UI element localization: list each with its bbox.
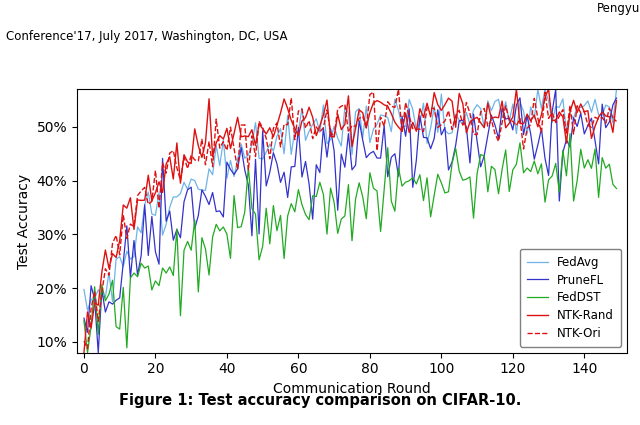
NTK-Ori — [395, 87, 403, 92]
FedAvg — [452, 112, 460, 117]
Text: Conference'17, July 2017, Washington, DC, USA: Conference'17, July 2017, Washington, DC… — [6, 30, 288, 43]
Text: Pengyu: Pengyu — [596, 2, 640, 15]
NTK-Ori — [259, 125, 266, 130]
PruneFL — [362, 155, 370, 160]
Legend: FedAvg, PruneFL, FedDST, NTK-Rand, NTK-Ori: FedAvg, PruneFL, FedDST, NTK-Rand, NTK-O… — [520, 249, 621, 347]
FedDST — [294, 187, 302, 192]
PruneFL — [552, 87, 559, 92]
NTK-Ori — [456, 108, 463, 113]
FedAvg — [524, 131, 531, 136]
FedAvg — [384, 115, 392, 120]
PruneFL — [452, 143, 460, 148]
FedDST — [362, 216, 370, 221]
NTK-Ori — [84, 346, 92, 351]
X-axis label: Communication Round: Communication Round — [273, 382, 431, 396]
Y-axis label: Test Accuracy: Test Accuracy — [17, 173, 31, 269]
FedDST — [259, 244, 266, 249]
NTK-Ori — [384, 99, 392, 104]
NTK-Ori — [294, 108, 302, 113]
NTK-Rand — [380, 102, 388, 108]
Line: PruneFL: PruneFL — [84, 89, 616, 353]
NTK-Rand — [255, 121, 263, 126]
FedDST — [80, 318, 88, 323]
Line: NTK-Ori: NTK-Ori — [84, 89, 616, 348]
Text: Figure 1: Test accuracy comparison on CIFAR-10.: Figure 1: Test accuracy comparison on CI… — [119, 393, 521, 408]
FedDST — [566, 131, 574, 136]
NTK-Rand — [448, 99, 456, 104]
NTK-Rand — [524, 111, 531, 116]
PruneFL — [384, 174, 392, 179]
FedAvg — [362, 104, 370, 109]
Line: FedAvg: FedAvg — [84, 89, 616, 310]
Line: FedDST: FedDST — [84, 134, 616, 353]
FedAvg — [259, 156, 266, 162]
NTK-Rand — [291, 126, 299, 131]
PruneFL — [294, 125, 302, 130]
FedAvg — [80, 287, 88, 292]
Line: NTK-Rand: NTK-Rand — [84, 89, 616, 353]
FedAvg — [294, 130, 302, 135]
NTK-Ori — [527, 122, 534, 127]
PruneFL — [524, 113, 531, 118]
FedAvg — [84, 308, 92, 313]
NTK-Ori — [80, 339, 88, 344]
NTK-Ori — [362, 126, 370, 131]
FedDST — [524, 165, 531, 170]
FedAvg — [612, 87, 620, 92]
FedDST — [84, 350, 92, 355]
PruneFL — [259, 128, 266, 133]
NTK-Ori — [612, 119, 620, 124]
FedDST — [612, 186, 620, 191]
PruneFL — [80, 316, 88, 321]
NTK-Rand — [513, 87, 520, 92]
NTK-Rand — [612, 98, 620, 103]
FedAvg — [534, 87, 541, 92]
FedDST — [384, 145, 392, 150]
NTK-Rand — [80, 350, 88, 355]
NTK-Rand — [359, 110, 367, 115]
PruneFL — [95, 350, 102, 355]
FedDST — [452, 146, 460, 151]
PruneFL — [612, 96, 620, 101]
